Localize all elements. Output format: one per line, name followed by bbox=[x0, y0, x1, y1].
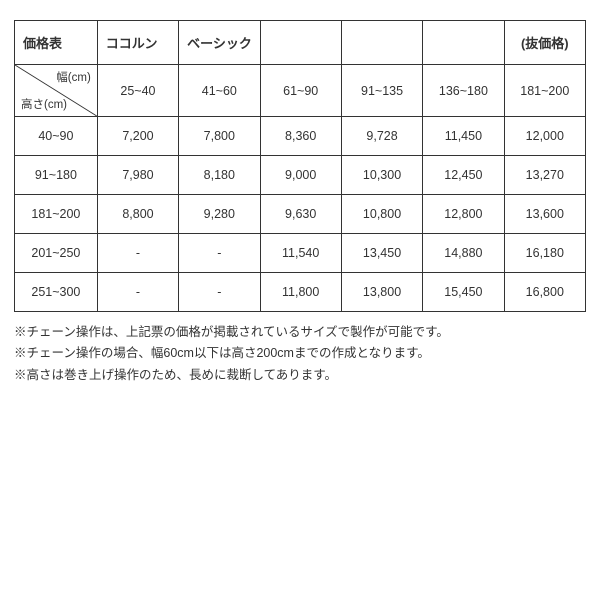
height-label: 181~200 bbox=[15, 195, 98, 234]
table-row: 201~250 - - 11,540 13,450 14,880 16,180 bbox=[15, 234, 586, 273]
price-cell: 12,000 bbox=[504, 117, 585, 156]
price-cell: 13,600 bbox=[504, 195, 585, 234]
price-cell: 11,800 bbox=[260, 273, 341, 312]
blank-header bbox=[260, 21, 341, 65]
price-cell: 11,450 bbox=[423, 117, 504, 156]
blank-header bbox=[423, 21, 504, 65]
note-line: ※チェーン操作の場合、幅60cm以下は高さ200cmまでの作成となります。 bbox=[14, 343, 586, 364]
price-cell: 15,450 bbox=[423, 273, 504, 312]
price-cell: 7,200 bbox=[97, 117, 178, 156]
price-table: 価格表 ココルン ベーシック (抜価格) 幅(cm) 高さ(cm) 25~40 … bbox=[14, 20, 586, 312]
height-label: 91~180 bbox=[15, 156, 98, 195]
price-cell: 10,800 bbox=[341, 195, 422, 234]
price-cell: - bbox=[179, 234, 260, 273]
price-cell: 13,800 bbox=[341, 273, 422, 312]
table-price-note: (抜価格) bbox=[504, 21, 585, 65]
price-cell: 10,300 bbox=[341, 156, 422, 195]
width-range: 41~60 bbox=[179, 65, 260, 117]
price-cell: - bbox=[97, 273, 178, 312]
note-line: ※チェーン操作は、上記票の価格が掲載されているサイズで製作が可能です。 bbox=[14, 322, 586, 343]
table-sub2: ベーシック bbox=[179, 21, 260, 65]
price-cell: - bbox=[179, 273, 260, 312]
width-range: 61~90 bbox=[260, 65, 341, 117]
price-cell: - bbox=[97, 234, 178, 273]
price-cell: 13,270 bbox=[504, 156, 585, 195]
price-cell: 8,800 bbox=[97, 195, 178, 234]
price-cell: 9,000 bbox=[260, 156, 341, 195]
table-title: 価格表 bbox=[15, 21, 98, 65]
width-range: 136~180 bbox=[423, 65, 504, 117]
price-cell: 11,540 bbox=[260, 234, 341, 273]
width-range: 91~135 bbox=[341, 65, 422, 117]
table-row: 91~180 7,980 8,180 9,000 10,300 12,450 1… bbox=[15, 156, 586, 195]
height-label: 201~250 bbox=[15, 234, 98, 273]
table-row: 251~300 - - 11,800 13,800 15,450 16,800 bbox=[15, 273, 586, 312]
price-cell: 9,630 bbox=[260, 195, 341, 234]
price-cell: 13,450 bbox=[341, 234, 422, 273]
price-cell: 16,800 bbox=[504, 273, 585, 312]
width-range: 181~200 bbox=[504, 65, 585, 117]
price-cell: 12,450 bbox=[423, 156, 504, 195]
table-row: 181~200 8,800 9,280 9,630 10,800 12,800 … bbox=[15, 195, 586, 234]
price-cell: 8,180 bbox=[179, 156, 260, 195]
header-row: 価格表 ココルン ベーシック (抜価格) bbox=[15, 21, 586, 65]
table-sub1: ココルン bbox=[97, 21, 178, 65]
table-row: 40~90 7,200 7,800 8,360 9,728 11,450 12,… bbox=[15, 117, 586, 156]
note-line: ※高さは巻き上げ操作のため、長めに裁断してあります。 bbox=[14, 365, 586, 386]
price-cell: 14,880 bbox=[423, 234, 504, 273]
price-cell: 16,180 bbox=[504, 234, 585, 273]
price-cell: 7,980 bbox=[97, 156, 178, 195]
diag-bottom-label: 高さ(cm) bbox=[21, 96, 67, 112]
price-cell: 12,800 bbox=[423, 195, 504, 234]
price-cell: 9,728 bbox=[341, 117, 422, 156]
blank-header bbox=[341, 21, 422, 65]
height-label: 40~90 bbox=[15, 117, 98, 156]
price-cell: 7,800 bbox=[179, 117, 260, 156]
diag-top-label: 幅(cm) bbox=[56, 69, 91, 85]
diagonal-header: 幅(cm) 高さ(cm) bbox=[15, 65, 98, 117]
price-cell: 9,280 bbox=[179, 195, 260, 234]
notes-block: ※チェーン操作は、上記票の価格が掲載されているサイズで製作が可能です。 ※チェー… bbox=[14, 322, 586, 386]
width-range: 25~40 bbox=[97, 65, 178, 117]
width-range-row: 幅(cm) 高さ(cm) 25~40 41~60 61~90 91~135 13… bbox=[15, 65, 586, 117]
height-label: 251~300 bbox=[15, 273, 98, 312]
price-cell: 8,360 bbox=[260, 117, 341, 156]
